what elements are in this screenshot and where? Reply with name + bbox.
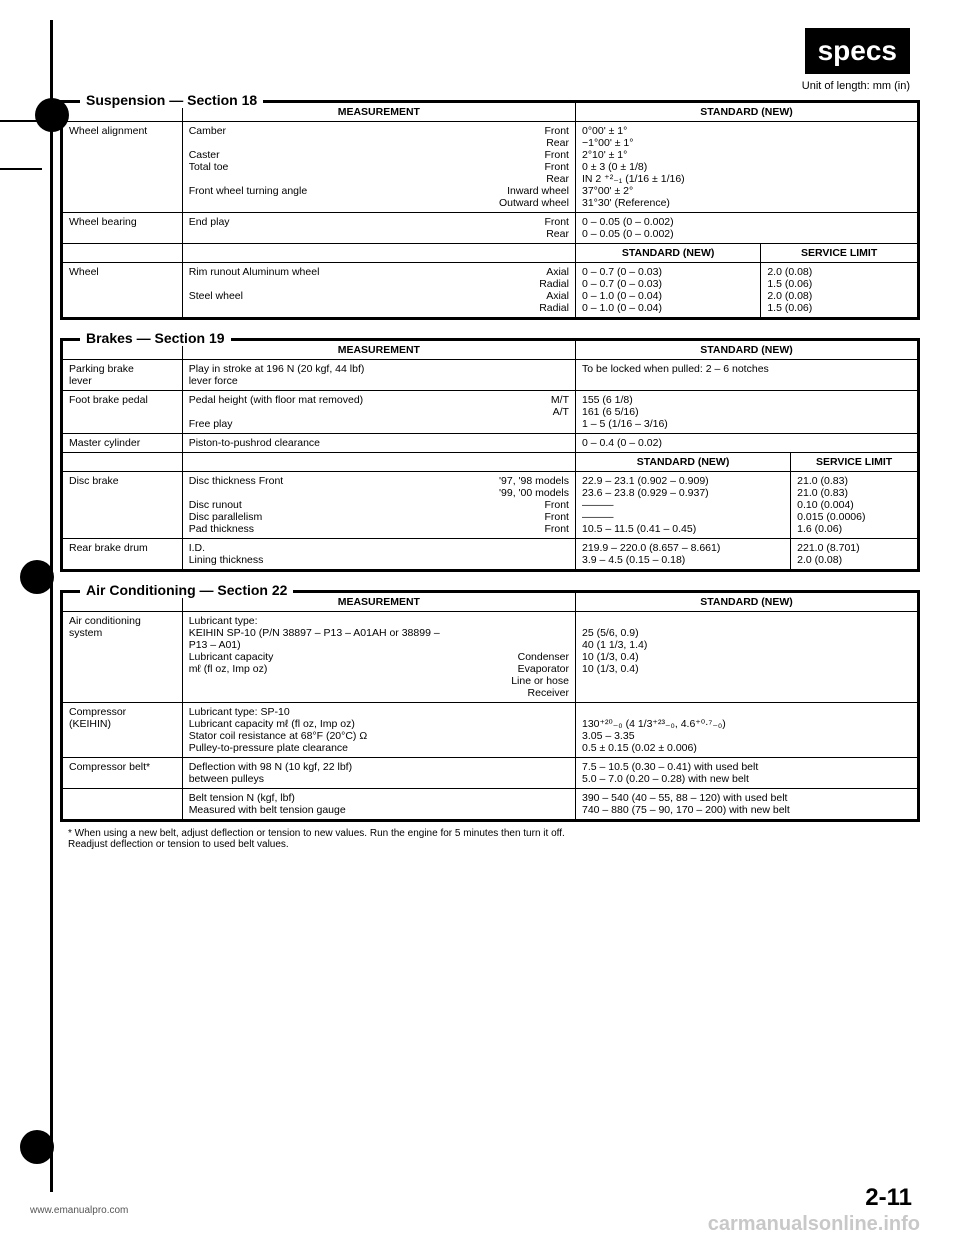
row-meas: Lubricant type: SP-10Lubricant capacity … bbox=[182, 703, 575, 758]
row-std: 0 – 0.4 (0 – 0.02) bbox=[575, 434, 917, 453]
row-meas: Lubricant type:KEIHIN SP-10 (P/N 38897 –… bbox=[182, 612, 575, 703]
row-std: 22.9 – 23.1 (0.902 – 0.909)23.6 – 23.8 (… bbox=[575, 472, 790, 539]
row-meas: Play in stroke at 196 N (20 kgf, 44 lbf)… bbox=[182, 360, 575, 391]
row-meas: I.D.Lining thickness bbox=[182, 539, 575, 570]
row-std: 0°00' ± 1°−1°00' ± 1°2°10' ± 1°0 ± 3 (0 … bbox=[575, 122, 917, 213]
section-title: Suspension — Section 18 bbox=[80, 92, 263, 108]
row-meas: End playFrontRear bbox=[182, 213, 575, 244]
footnote: * When using a new belt, adjust deflecti… bbox=[60, 828, 920, 850]
suspension-table: MEASUREMENT STANDARD (NEW) Wheel alignme… bbox=[62, 102, 918, 318]
row-std: 155 (6 1/8)161 (6 5/16)1 – 5 (1/16 – 3/1… bbox=[575, 391, 917, 434]
ac-table: MEASUREMENT STANDARD (NEW) Air condition… bbox=[62, 592, 918, 820]
row-std: 0 – 0.7 (0 – 0.03)0 – 0.7 (0 – 0.03)0 – … bbox=[575, 263, 760, 318]
row-item: Master cylinder bbox=[63, 434, 183, 453]
row-lim: 221.0 (8.701)2.0 (0.08) bbox=[791, 539, 918, 570]
row-item: Wheel bbox=[63, 263, 183, 318]
row-item: Parking brakelever bbox=[63, 360, 183, 391]
row-item: Wheel bearing bbox=[63, 213, 183, 244]
row-std: 219.9 – 220.0 (8.657 – 8.661)3.9 – 4.5 (… bbox=[575, 539, 790, 570]
row-std: To be locked when pulled: 2 – 6 notches bbox=[575, 360, 917, 391]
row-item bbox=[63, 789, 183, 820]
row-item: Air conditioningsystem bbox=[63, 612, 183, 703]
row-std: 390 – 540 (40 – 55, 88 – 120) with used … bbox=[575, 789, 917, 820]
suspension-section: Suspension — Section 18 MEASUREMENT STAN… bbox=[60, 100, 920, 320]
bullet-icon bbox=[20, 1130, 54, 1164]
row-item: Foot brake pedal bbox=[63, 391, 183, 434]
row-meas: CamberFrontRearCasterFrontTotal toeFront… bbox=[182, 122, 575, 213]
row-meas: Pedal height (with floor mat removed)M/T… bbox=[182, 391, 575, 434]
row-item: Rear brake drum bbox=[63, 539, 183, 570]
ac-section: Air Conditioning — Section 22 MEASUREMEN… bbox=[60, 590, 920, 822]
row-std: 0 – 0.05 (0 – 0.002)0 – 0.05 (0 – 0.002) bbox=[575, 213, 917, 244]
row-lim: 2.0 (0.08)1.5 (0.06)2.0 (0.08)1.5 (0.06) bbox=[761, 263, 918, 318]
row-item: Compressor belt* bbox=[63, 758, 183, 789]
row-meas: Deflection with 98 N (10 kgf, 22 lbf)bet… bbox=[182, 758, 575, 789]
row-item: Disc brake bbox=[63, 472, 183, 539]
row-item: Compressor(KEIHIN) bbox=[63, 703, 183, 758]
row-meas: Rim runout Aluminum wheelAxialRadial Ste… bbox=[182, 263, 575, 318]
section-title: Air Conditioning — Section 22 bbox=[80, 582, 293, 598]
row-std: 25 (5/6, 0.9)40 (1 1/3, 1.4)10 (1/3, 0.4… bbox=[575, 612, 917, 703]
brakes-table: MEASUREMENT STANDARD (NEW) Parking brake… bbox=[62, 340, 918, 570]
row-meas: Disc thickness Front'97, '98 models'99, … bbox=[182, 472, 575, 539]
unit-label: Unit of length: mm (in) bbox=[60, 80, 910, 92]
specs-badge: specs bbox=[805, 28, 910, 74]
row-meas: Piston-to-pushrod clearance bbox=[182, 434, 575, 453]
row-lim: 21.0 (0.83)21.0 (0.83)0.10 (0.004)0.015 … bbox=[791, 472, 918, 539]
brakes-section: Brakes — Section 19 MEASUREMENT STANDARD… bbox=[60, 338, 920, 572]
row-std: 7.5 – 10.5 (0.30 – 0.41) with used belt5… bbox=[575, 758, 917, 789]
watermark: carmanualsonline.info bbox=[708, 1213, 920, 1236]
page-number: 2-11 bbox=[865, 1184, 912, 1212]
section-title: Brakes — Section 19 bbox=[80, 330, 231, 346]
footer-url: www.emanualpro.com bbox=[30, 1205, 128, 1216]
row-meas: Belt tension N (kgf, lbf)Measured with b… bbox=[182, 789, 575, 820]
row-item: Wheel alignment bbox=[63, 122, 183, 213]
row-std: 130⁺²⁰₋₀ (4 1/3⁺²³₋₀, 4.6⁺⁰·⁷₋₀)3.05 – 3… bbox=[575, 703, 917, 758]
